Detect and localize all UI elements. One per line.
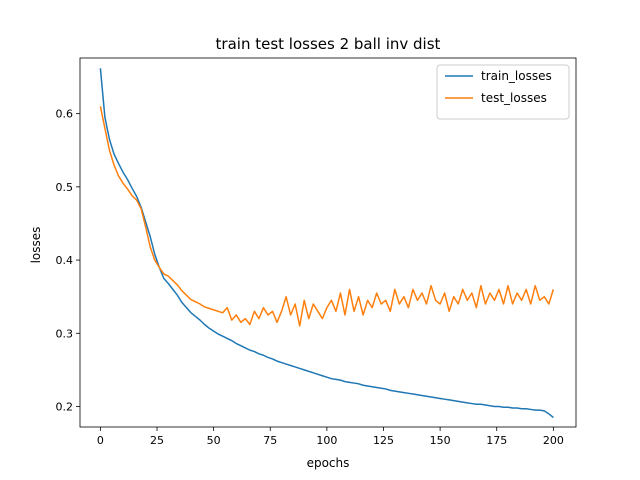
x-tick-label: 200 <box>543 434 564 447</box>
x-tick-label: 150 <box>430 434 451 447</box>
legend-label: test_losses <box>481 91 547 105</box>
axes: 0 25 50 75 100 125 150 175 200 0.2 0.3 0.4 0.5 0.6 <box>56 57 577 447</box>
y-tick-label: 0.3 <box>56 327 74 340</box>
legend: train_losses test_losses <box>436 64 570 120</box>
x-tick-label: 175 <box>486 434 507 447</box>
chart-title: train test losses 2 ball inv dist <box>216 35 441 53</box>
x-tick-label: 125 <box>373 434 394 447</box>
x-tick-label: 25 <box>150 434 164 447</box>
x-tick-label: 100 <box>316 434 337 447</box>
y-tick-label: 0.4 <box>56 254 74 267</box>
x-tick-label: 75 <box>263 434 277 447</box>
plot-frame <box>79 57 577 428</box>
series-line-train-losses <box>99 68 554 419</box>
y-tick-label: 0.2 <box>56 401 74 414</box>
x-axis-label: epochs <box>307 456 350 470</box>
legend-label: train_losses <box>481 69 552 83</box>
x-tick-label: 50 <box>207 434 221 447</box>
y-tick-label: 0.5 <box>56 181 74 194</box>
legend-box <box>436 64 570 120</box>
y-axis-label: losses <box>29 227 43 264</box>
y-tick-label: 0.6 <box>56 108 74 121</box>
plot-lines <box>99 68 555 419</box>
series-line-test-losses <box>99 106 555 327</box>
x-tick-label: 0 <box>97 434 104 447</box>
